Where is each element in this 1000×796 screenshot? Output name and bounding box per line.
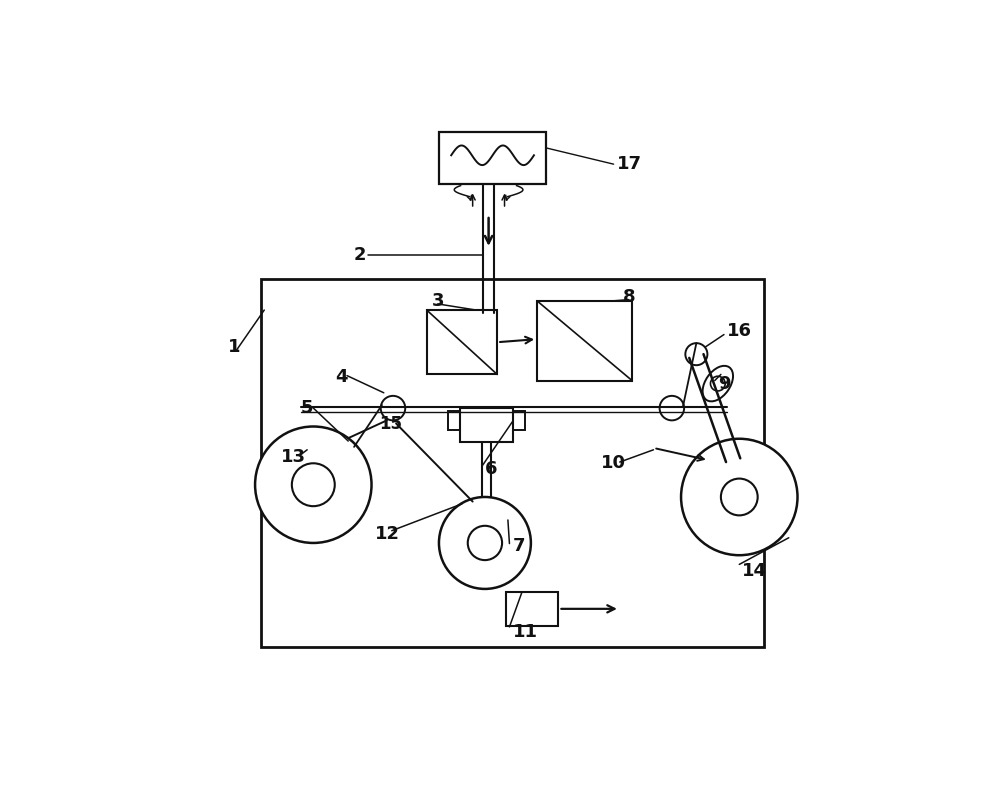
Text: 8: 8 bbox=[623, 287, 635, 306]
Circle shape bbox=[439, 497, 531, 589]
Circle shape bbox=[468, 526, 502, 560]
Text: 9: 9 bbox=[718, 375, 730, 392]
Circle shape bbox=[721, 478, 758, 515]
Text: 3: 3 bbox=[432, 292, 444, 310]
Bar bbox=[427, 310, 497, 374]
Text: 10: 10 bbox=[601, 455, 626, 472]
Bar bbox=[261, 279, 764, 647]
Text: 5: 5 bbox=[301, 399, 314, 417]
Ellipse shape bbox=[703, 366, 733, 401]
Circle shape bbox=[685, 343, 707, 365]
Circle shape bbox=[660, 396, 684, 420]
Text: 6: 6 bbox=[485, 460, 497, 478]
Circle shape bbox=[255, 427, 372, 543]
Circle shape bbox=[710, 377, 725, 391]
Text: 15: 15 bbox=[379, 415, 402, 433]
Circle shape bbox=[681, 439, 798, 556]
Text: 1: 1 bbox=[227, 338, 240, 356]
Bar bbox=[537, 301, 632, 380]
Text: 11: 11 bbox=[512, 622, 538, 641]
Circle shape bbox=[381, 396, 405, 420]
Bar bbox=[460, 408, 512, 442]
Text: 7: 7 bbox=[512, 537, 525, 555]
Text: 2: 2 bbox=[353, 246, 366, 264]
Circle shape bbox=[292, 463, 335, 506]
Text: 13: 13 bbox=[281, 448, 306, 466]
Text: 16: 16 bbox=[727, 322, 752, 341]
Text: 4: 4 bbox=[335, 369, 347, 387]
Bar bbox=[506, 592, 558, 626]
Text: 14: 14 bbox=[742, 561, 767, 579]
Text: 17: 17 bbox=[617, 155, 642, 174]
Bar bbox=[439, 132, 546, 185]
Text: 12: 12 bbox=[375, 525, 400, 543]
Bar bbox=[448, 412, 525, 430]
